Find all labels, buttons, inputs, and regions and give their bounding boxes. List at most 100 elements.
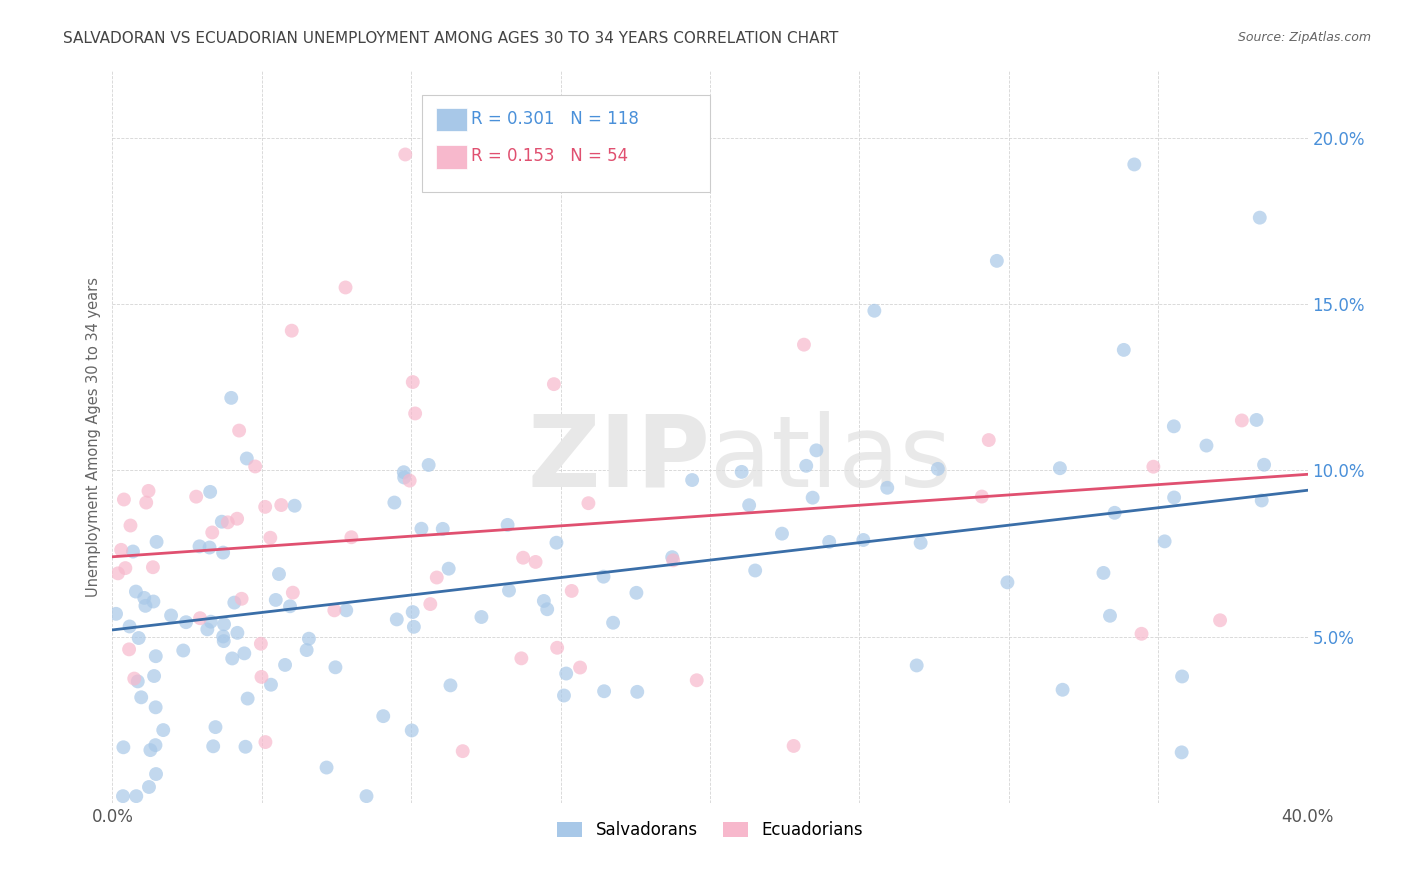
Point	[111, 789, 134, 804]
Point	[1249, 211, 1271, 225]
Point	[394, 147, 416, 161]
Point	[986, 253, 1008, 268]
Point	[274, 657, 297, 672]
Point	[143, 669, 166, 683]
Point	[411, 522, 433, 536]
Point	[1098, 608, 1121, 623]
Point	[145, 738, 167, 752]
Point	[233, 646, 256, 660]
Point	[250, 670, 273, 684]
Point	[202, 739, 225, 754]
Point	[863, 303, 886, 318]
Point	[125, 584, 148, 599]
Point	[118, 642, 141, 657]
Point	[335, 280, 357, 294]
Point	[212, 545, 235, 559]
Point	[553, 689, 575, 703]
Point	[439, 678, 461, 692]
Point	[1052, 682, 1074, 697]
Point	[404, 407, 426, 421]
Point	[254, 500, 277, 514]
Point	[145, 767, 167, 781]
Point	[112, 740, 135, 755]
Point	[1195, 439, 1218, 453]
Point	[524, 555, 547, 569]
Point	[284, 499, 307, 513]
Point	[546, 640, 568, 655]
Point	[188, 611, 211, 625]
Point	[731, 465, 754, 479]
Point	[1246, 413, 1268, 427]
Point	[335, 603, 357, 617]
Point	[219, 391, 242, 405]
Point	[793, 337, 815, 351]
Point	[626, 685, 648, 699]
Point	[200, 615, 222, 629]
Point	[298, 632, 321, 646]
Point	[1123, 157, 1146, 171]
Point	[1170, 745, 1192, 759]
Point	[138, 780, 160, 794]
Point	[226, 512, 249, 526]
Point	[172, 643, 194, 657]
Point	[818, 534, 841, 549]
Point	[432, 522, 454, 536]
Point	[152, 723, 174, 737]
Point	[1230, 413, 1253, 427]
Point	[228, 424, 250, 438]
Point	[211, 515, 233, 529]
Text: ZIP: ZIP	[527, 410, 710, 508]
Point	[201, 525, 224, 540]
Point	[569, 660, 592, 674]
Point	[738, 498, 761, 512]
Point	[122, 672, 145, 686]
Point	[510, 651, 533, 665]
Point	[543, 377, 565, 392]
Point	[122, 544, 145, 558]
Point	[138, 483, 160, 498]
Point	[546, 535, 568, 549]
Point	[323, 603, 346, 617]
Point	[1092, 566, 1115, 580]
Point	[402, 375, 425, 389]
Point	[418, 458, 440, 472]
Point	[392, 470, 415, 484]
Point	[801, 491, 824, 505]
Point	[120, 518, 142, 533]
Point	[997, 575, 1019, 590]
Text: R = 0.153   N = 54: R = 0.153 N = 54	[471, 147, 628, 165]
Point	[662, 553, 685, 567]
Point	[134, 599, 156, 613]
Point	[340, 530, 363, 544]
Point	[1171, 669, 1194, 683]
Point	[212, 634, 235, 648]
Point	[1130, 627, 1153, 641]
Point	[426, 570, 449, 584]
Point	[236, 691, 259, 706]
Point	[626, 586, 648, 600]
Point	[195, 623, 218, 637]
Point	[134, 591, 156, 605]
Point	[236, 451, 259, 466]
Text: atlas: atlas	[710, 410, 952, 508]
Point	[259, 531, 281, 545]
Point	[686, 673, 709, 688]
Point	[1250, 493, 1272, 508]
Point	[114, 561, 136, 575]
Point	[401, 723, 423, 738]
Point	[970, 490, 993, 504]
Y-axis label: Unemployment Among Ages 30 to 34 years: Unemployment Among Ages 30 to 34 years	[86, 277, 101, 597]
Point	[977, 433, 1000, 447]
Point	[910, 536, 932, 550]
Point	[1153, 534, 1175, 549]
Point	[145, 700, 167, 714]
Point	[496, 517, 519, 532]
Point	[281, 324, 304, 338]
Point	[876, 481, 898, 495]
Point	[533, 594, 555, 608]
Point	[419, 597, 441, 611]
Point	[145, 649, 167, 664]
Point	[270, 498, 292, 512]
Point	[267, 567, 290, 582]
Point	[1163, 419, 1185, 434]
